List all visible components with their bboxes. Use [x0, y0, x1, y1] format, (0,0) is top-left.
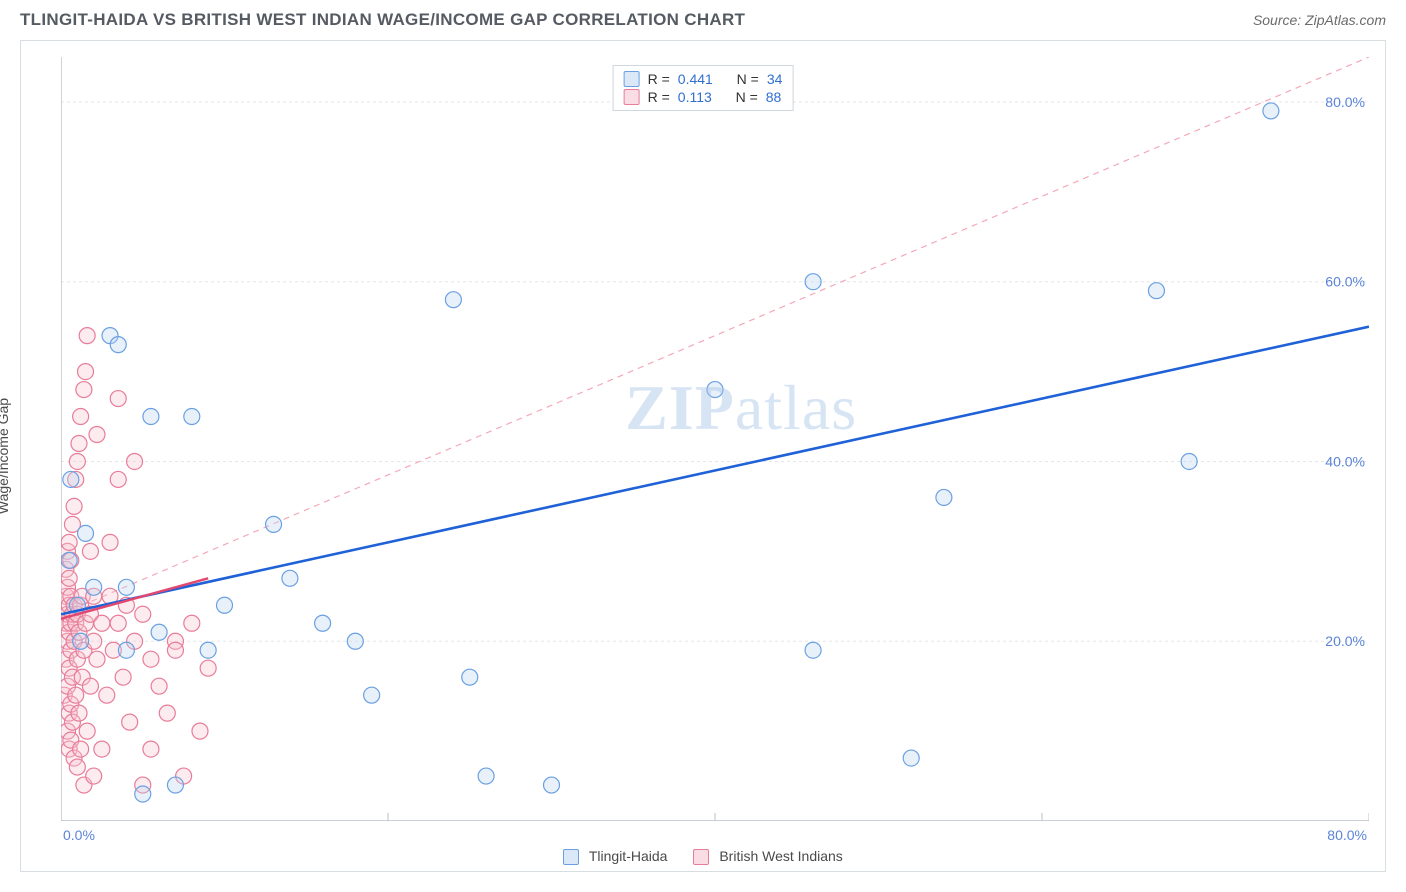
stats-row-2: R = 0.113 N = 88 [624, 88, 783, 106]
source-attribution: Source: ZipAtlas.com [1253, 12, 1386, 28]
stat-r-value-1: 0.441 [678, 71, 713, 87]
footer-swatch-2 [693, 849, 709, 865]
svg-text:20.0%: 20.0% [1325, 633, 1365, 649]
svg-text:40.0%: 40.0% [1325, 453, 1365, 469]
stat-n-value-2: 88 [766, 89, 782, 105]
y-axis-label: Wage/Income Gap [0, 398, 11, 514]
svg-text:80.0%: 80.0% [1325, 94, 1365, 110]
plot-area: 20.0%40.0%60.0%80.0% ZIPatlas [61, 57, 1369, 821]
chart-title: TLINGIT-HAIDA VS BRITISH WEST INDIAN WAG… [20, 10, 745, 30]
footer-swatch-1 [563, 849, 579, 865]
x-axis-start-label: 0.0% [63, 827, 95, 843]
scatter-svg: 20.0% 40.0% 60.0% 80.0% [61, 57, 1369, 821]
chart-container: Wage/Income Gap 20.0%40.0%60.0%80.0% ZIP… [20, 40, 1386, 872]
svg-text:60.0%: 60.0% [1325, 274, 1365, 290]
stats-legend: R = 0.441 N = 34 R = 0.113 N = 88 [613, 65, 794, 111]
stats-swatch-1 [624, 71, 640, 87]
stat-r-label: R = [648, 71, 670, 87]
stat-n-label: N = [736, 89, 758, 105]
footer-label-1: Tlingit-Haida [589, 848, 668, 864]
stats-swatch-2 [624, 89, 640, 105]
footer-legend-item-1: Tlingit-Haida [563, 848, 667, 865]
stat-n-label: N = [737, 71, 759, 87]
stat-r-label: R = [648, 89, 670, 105]
stats-row-1: R = 0.441 N = 34 [624, 70, 783, 88]
footer-label-2: British West Indians [719, 848, 842, 864]
x-axis-end-label: 80.0% [1327, 827, 1367, 843]
stat-n-value-1: 34 [767, 71, 783, 87]
stat-r-value-2: 0.113 [678, 89, 712, 105]
footer-legend: Tlingit-Haida British West Indians [21, 848, 1385, 865]
footer-legend-item-2: British West Indians [693, 848, 842, 865]
